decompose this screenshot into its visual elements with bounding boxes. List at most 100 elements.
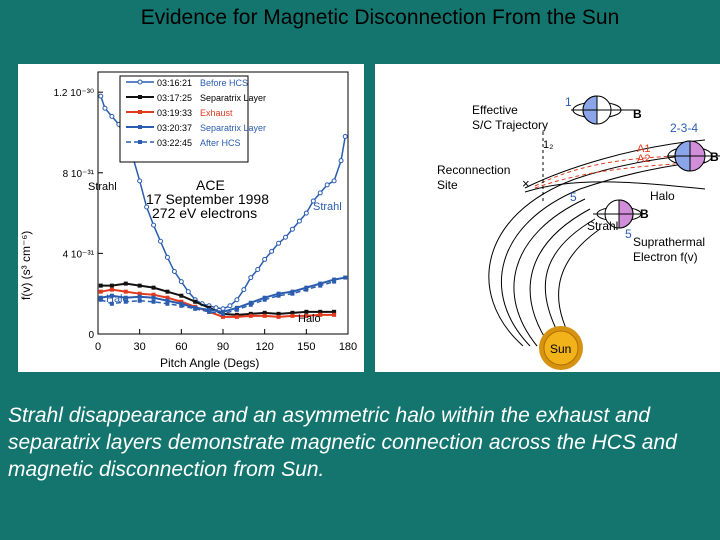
distribution-chart: 0 30 60 90 120 150 180 0 4 10⁻³¹ 8 10⁻³¹ 1.2 10⁻³⁰… xyxy=(19,71,357,370)
data-point xyxy=(290,289,295,294)
legend-time: 03:17:25 xyxy=(157,93,192,103)
sun-label: Sun xyxy=(550,342,571,356)
y-tick-label: 0 xyxy=(88,330,94,341)
legend-time: 03:20:37 xyxy=(157,123,192,133)
x-axis-label: Pitch Angle (Degs) xyxy=(160,356,259,370)
y-tick-label: 8 10⁻³¹ xyxy=(63,169,95,180)
data-point xyxy=(262,256,268,262)
label-num-5a: 5 xyxy=(570,190,577,204)
label-trajectory-2: S/C Trajectory xyxy=(472,118,548,132)
label-trajectory-1: Effective xyxy=(472,103,518,117)
data-point xyxy=(185,289,191,295)
data-point xyxy=(289,226,295,232)
data-point xyxy=(165,298,170,303)
data-point xyxy=(207,305,212,310)
distribution-plot-panel: 0 30 60 90 120 150 180 0 4 10⁻³¹ 8 10⁻³¹ 1.2 10⁻³⁰… xyxy=(18,64,364,372)
data-point xyxy=(290,313,295,318)
data-point xyxy=(123,299,128,304)
label-suprathermal-2: Electron f(v) xyxy=(633,250,698,264)
reconnection-x-mark: × xyxy=(522,176,530,191)
data-point xyxy=(332,309,337,314)
x-tick-label: 0 xyxy=(95,341,101,353)
data-point xyxy=(123,289,128,294)
data-point xyxy=(137,283,142,288)
data-point xyxy=(221,311,225,316)
data-point xyxy=(248,302,253,307)
label-halo: Halo xyxy=(650,189,675,203)
legend-marker xyxy=(138,125,142,129)
exhaust-line xyxy=(534,155,676,187)
data-point xyxy=(109,293,114,298)
data-point xyxy=(318,281,323,286)
label-num-5b: 5 xyxy=(625,227,632,241)
label-reconnection-1: Reconnection xyxy=(437,163,510,177)
data-point xyxy=(151,222,157,228)
data-point xyxy=(304,287,309,292)
data-point xyxy=(164,254,170,260)
data-point xyxy=(137,294,142,299)
label-a1: A1 xyxy=(637,143,650,155)
data-point xyxy=(338,158,344,164)
data-point xyxy=(98,295,103,300)
legend-marker xyxy=(138,110,142,114)
data-point xyxy=(332,279,337,284)
data-point xyxy=(221,314,225,319)
field-line xyxy=(524,139,706,189)
label-suprathermal-1: Suprathermal xyxy=(633,235,705,249)
data-point xyxy=(262,313,267,318)
x-tick-label: 180 xyxy=(339,341,357,353)
data-point xyxy=(221,309,225,314)
data-point xyxy=(98,283,103,288)
data-point xyxy=(234,312,239,317)
data-point xyxy=(331,178,337,184)
data-point xyxy=(109,301,114,306)
field-line xyxy=(524,181,706,193)
exhaust-line xyxy=(534,163,676,189)
exhaust-lines xyxy=(534,155,676,189)
data-point xyxy=(193,306,198,311)
data-point xyxy=(317,190,323,196)
x-tick-label: 90 xyxy=(217,341,229,353)
label-b1: B xyxy=(633,107,642,121)
slide-title: Evidence for Magnetic Disconnection From… xyxy=(140,6,620,29)
data-point xyxy=(109,113,115,119)
x-tick-label: 150 xyxy=(297,341,315,353)
legend-marker xyxy=(137,79,143,85)
data-point xyxy=(179,301,184,306)
label-num-12: 1₂ xyxy=(543,139,553,151)
sun-icon xyxy=(539,326,583,370)
data-point xyxy=(98,93,104,99)
legend-name: Separatrix Layer xyxy=(200,93,266,103)
legend-name: After HCS xyxy=(200,138,241,148)
data-point xyxy=(248,313,253,318)
data-point xyxy=(269,248,275,254)
distribution-icon-234 xyxy=(667,140,720,172)
data-point xyxy=(234,307,239,312)
data-point xyxy=(343,275,348,280)
legend-time: 03:22:45 xyxy=(157,138,192,148)
data-point xyxy=(332,277,337,282)
data-point xyxy=(332,312,337,317)
data-point xyxy=(98,289,103,294)
field-line xyxy=(500,161,706,347)
data-point xyxy=(171,269,177,275)
data-point xyxy=(304,313,309,318)
data-point xyxy=(318,309,323,314)
data-point xyxy=(207,307,212,312)
data-point xyxy=(342,133,348,139)
data-point xyxy=(179,303,184,308)
data-point xyxy=(102,105,108,111)
data-point xyxy=(276,291,281,296)
data-point xyxy=(165,301,170,306)
data-point xyxy=(137,298,142,303)
data-point xyxy=(158,238,163,244)
legend-time: 03:19:33 xyxy=(157,108,192,118)
data-point xyxy=(109,287,114,292)
legend-time: 03:16:21 xyxy=(157,78,192,88)
field-line xyxy=(529,208,591,347)
chart-legend: 03:16:21 Before HCS 03:17:25 Separatrix Lay… xyxy=(119,75,266,163)
data-point xyxy=(262,297,267,302)
data-point xyxy=(151,285,156,290)
label-strahl-left: Strahl xyxy=(88,181,117,193)
field-line xyxy=(513,198,586,347)
